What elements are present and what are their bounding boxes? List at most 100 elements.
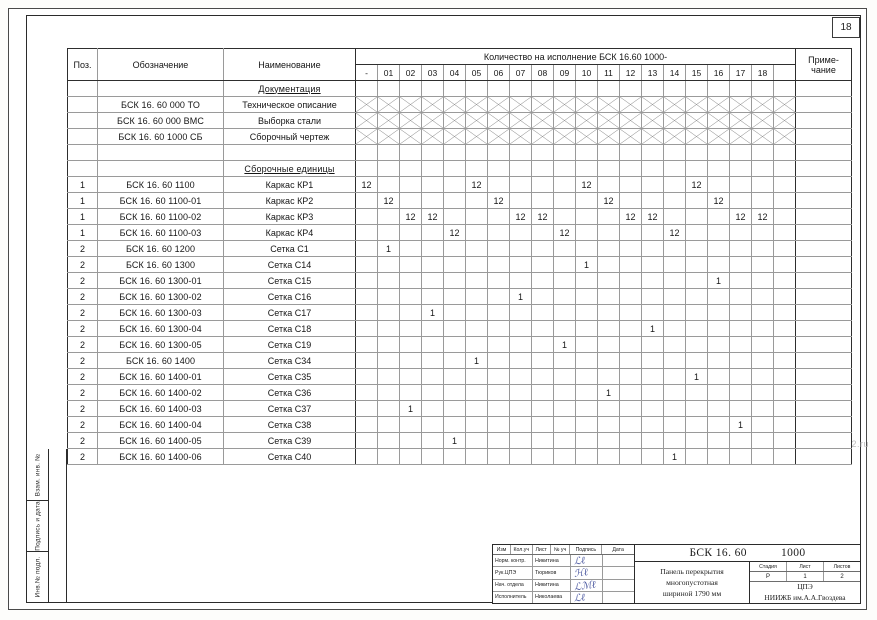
cell-qty-spacer (773, 432, 796, 449)
cell-qty-hatched (443, 112, 466, 129)
cell-position: 2 (67, 368, 98, 385)
table-row[interactable]: БСК 16. 60 1000 СБ Сборочный чертеж (67, 128, 852, 145)
section-qty-cell (531, 80, 554, 97)
table-row[interactable]: 2 БСК 16. 60 1200 Сетка С1 1 (67, 240, 852, 257)
section-qty-cell (443, 80, 466, 97)
cell-qty: 12 (509, 208, 532, 225)
table-row[interactable]: 1 БСК 16. 60 1100-03 Каркас КР4 12 12 12 (67, 224, 852, 241)
margin-label-vzam: Взам. инв. № (27, 449, 48, 500)
revision-header-6: Дата (612, 546, 624, 553)
cell-qty (553, 176, 576, 193)
cell-qty (597, 352, 620, 369)
qty-col-header-04: 04 (443, 64, 466, 81)
table-row[interactable]: БСК 16. 60 000 ТО Техническое описание (67, 96, 852, 113)
cell-qty (685, 240, 708, 257)
cell-qty (751, 224, 774, 241)
table-row[interactable]: 2 БСК 16. 60 1300-01 Сетка С15 1 (67, 272, 852, 289)
table-row[interactable]: 2 БСК 16. 60 1300-02 Сетка С16 1 (67, 288, 852, 305)
table-row[interactable]: 2 БСК 16. 60 1400-05 Сетка С39 1 (67, 432, 852, 449)
cell-qty-hatched (509, 96, 532, 113)
cell-qty (707, 416, 730, 433)
signature-date (603, 580, 634, 591)
cell-qty (619, 416, 642, 433)
cell-qty (553, 432, 576, 449)
cell-qty-hatched (641, 112, 664, 129)
blank-qty-cell (553, 144, 576, 161)
cell-position (67, 112, 98, 129)
cell-qty (751, 256, 774, 273)
table-row[interactable]: 2 БСК 16. 60 1300-04 Сетка С18 1 (67, 320, 852, 337)
cell-qty-hatched (597, 112, 620, 129)
cell-qty (663, 176, 686, 193)
table-row[interactable]: 2 БСК 16. 60 1300-03 Сетка С17 1 (67, 304, 852, 321)
cell-qty (487, 304, 510, 321)
section-qty-cell (619, 80, 642, 97)
qty-col-header-06: 06 (487, 64, 510, 81)
section-qty-cell (443, 160, 466, 177)
cell-qty (509, 224, 532, 241)
cell-note (795, 256, 852, 273)
cell-qty (707, 208, 730, 225)
cell-qty (729, 272, 752, 289)
specification-table: Поз. Обозначение Наименование Количество… (67, 48, 852, 465)
blank-qty-cell (575, 144, 598, 161)
section-title-row: Документация (67, 80, 852, 97)
cell-note (795, 112, 852, 129)
cell-qty (487, 352, 510, 369)
cell-qty-hatched (707, 112, 730, 129)
table-row[interactable]: 1 БСК 16. 60 1100-02 Каркас КР3 12 12 12 12 12 1… (67, 208, 852, 225)
cell-qty (465, 400, 488, 417)
section-qty-cell (597, 80, 620, 97)
blank-qty-cell (377, 144, 400, 161)
cell-qty (509, 352, 532, 369)
cell-qty (377, 288, 400, 305)
revision-header-5: Подпись (570, 545, 603, 554)
cell-qty (619, 352, 642, 369)
table-row[interactable]: 2 БСК 16. 60 1400-03 Сетка С37 1 (67, 400, 852, 417)
cell-qty: 12 (377, 192, 400, 209)
cell-qty (487, 320, 510, 337)
section-qty-cell (773, 80, 796, 97)
cell-qty-hatched (663, 112, 686, 129)
table-row[interactable]: 2 БСК 16. 60 1400-02 Сетка С36 1 (67, 384, 852, 401)
cell-qty-hatched (553, 112, 576, 129)
cell-qty-hatched (707, 128, 730, 145)
table-row[interactable]: 1 БСК 16. 60 1100 Каркас КР1 12 12 12 12 (67, 176, 852, 193)
table-row[interactable]: 2 БСК 16. 60 1400-01 Сетка С35 1 (67, 368, 852, 385)
cell-qty: 12 (575, 176, 598, 193)
table-row[interactable]: 2 БСК 16. 60 1300-05 Сетка С19 1 (67, 336, 852, 353)
cell-qty (421, 384, 444, 401)
cell-qty: 12 (421, 208, 444, 225)
handwritten-signature: ℒℓ (573, 555, 587, 567)
table-row[interactable]: 2 БСК 16. 60 1400 Сетка С34 1 (67, 352, 852, 369)
cell-qty (377, 224, 400, 241)
table-row[interactable]: 2 БСК 16. 60 1400-04 Сетка С38 1 (67, 416, 852, 433)
table-row[interactable]: 2 БСК 16. 60 1300 Сетка С14 1 (67, 256, 852, 273)
cell-qty (377, 352, 400, 369)
cell-qty: 1 (707, 272, 730, 289)
header-row-top: Поз. Обозначение Наименование Количество… (67, 48, 852, 81)
cell-qty-hatched (377, 96, 400, 113)
cell-qty (377, 176, 400, 193)
signature-rows: Норм. контр. Никитина ℒℓ Рук.ЦПЭ Тюриков ℋℓ На… (493, 555, 634, 603)
cell-qty (355, 336, 378, 353)
cell-qty (421, 336, 444, 353)
signature-mark: ℒℓ (571, 591, 603, 603)
cell-qty: 12 (685, 176, 708, 193)
cell-qty (575, 272, 598, 289)
cell-qty-hatched (443, 96, 466, 113)
table-row[interactable]: 1 БСК 16. 60 1100-01 Каркас КР2 12 12 12 12 (67, 192, 852, 209)
cell-note (795, 400, 852, 417)
cell-position: 2 (67, 304, 98, 321)
table-row[interactable]: 2 БСК 16. 60 1400-06 Сетка С40 1 (67, 448, 852, 465)
cell-qty (443, 400, 466, 417)
table-row[interactable]: БСК 16. 60 000 ВМС Выборка стали (67, 112, 852, 129)
cell-qty (707, 448, 730, 465)
signature-mark: ℒℓ (571, 555, 603, 567)
cell-designation: БСК 16. 60 1400-02 (97, 384, 224, 401)
section-qty-cell (575, 160, 598, 177)
cell-qty (641, 448, 664, 465)
cell-qty (531, 240, 554, 257)
cell-qty (575, 288, 598, 305)
cell-qty-spacer (773, 320, 796, 337)
